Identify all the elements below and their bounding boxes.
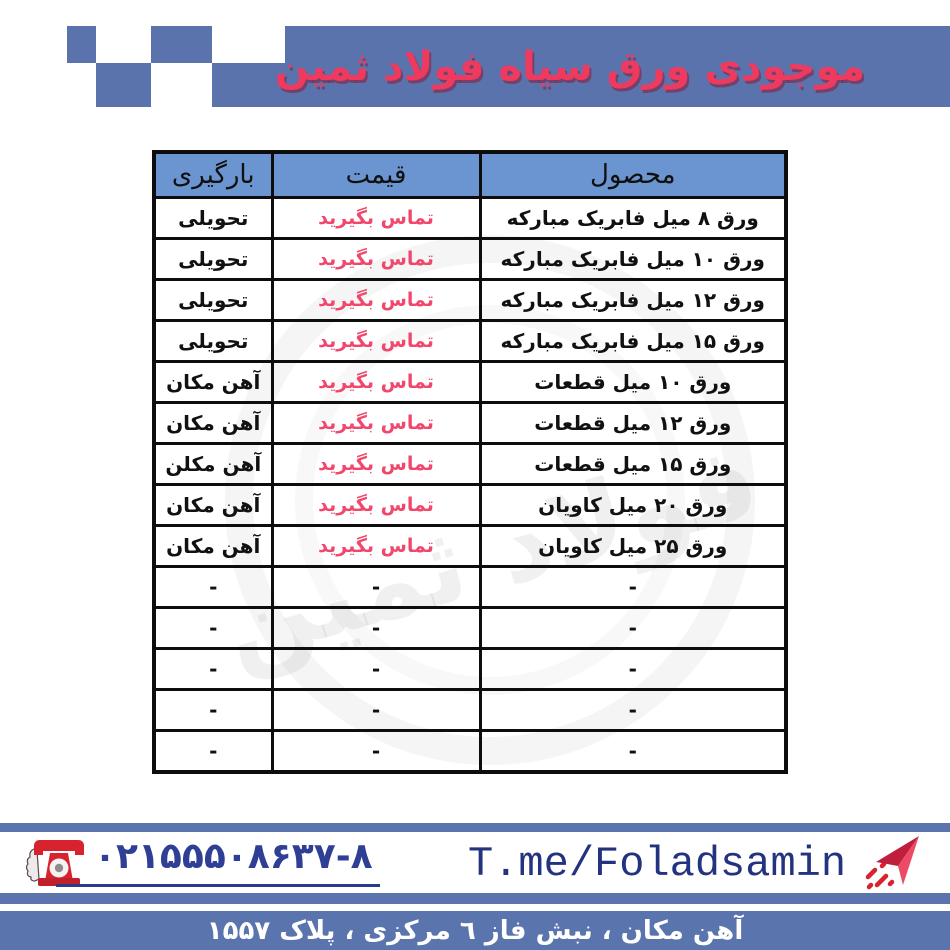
column-header-price: قیمت xyxy=(270,150,482,199)
table-row: --- xyxy=(152,565,788,609)
table-row: ورق ۱۰ میل فابریک مبارکه تماس بگیرید تحویل… xyxy=(152,237,788,281)
cell-loading: - xyxy=(152,606,274,650)
checker-square xyxy=(96,63,151,107)
cell-loading: آهن مکان xyxy=(152,483,274,527)
cell-loading: - xyxy=(152,565,274,609)
address-text: آهن مکان ، نبش فاز ٦ مرکزی ، پلاک ۱۵۵۷ xyxy=(206,915,744,946)
cell-price: - xyxy=(270,565,482,609)
banner-band: موجودی ورق سیاه فولاد ثمین xyxy=(275,26,950,107)
cell-loading: آهن مکان xyxy=(152,524,274,568)
cell-product: ورق ۲۵ میل کاویان xyxy=(478,524,788,568)
cell-price: تماس بگیرید xyxy=(270,319,482,363)
cell-loading: تحویلی xyxy=(152,237,274,281)
table-row: ورق ۸ میل فابریک مبارکه تماس بگیرید تحویلی xyxy=(152,196,788,240)
cell-price: - xyxy=(270,647,482,691)
table-row: ورق ۲۰ میل کاویان تماس بگیرید آهن مکان xyxy=(152,483,788,527)
table-row: ورق ۱۵ میل فابریک مبارکه تماس بگیرید تحویل… xyxy=(152,319,788,363)
table-row: ورق ۱۲ میل قطعات تماس بگیرید آهن مکان xyxy=(152,401,788,445)
column-header-loading: بارگیری xyxy=(152,150,274,199)
cell-product: ورق ۱۰ میل قطعات xyxy=(478,360,788,404)
table-row: ورق ۱۰ میل قطعات تماس بگیرید آهن مکان xyxy=(152,360,788,404)
divider-stripe-top xyxy=(0,823,950,832)
divider-stripe-bottom xyxy=(0,893,950,904)
cell-product: ورق ۸ میل فابریک مبارکه xyxy=(478,196,788,240)
cell-product: ورق ۲۰ میل کاویان xyxy=(478,483,788,527)
cell-product: ورق ۱۲ میل فابریک مبارکه xyxy=(478,278,788,322)
cell-loading: تحویلی xyxy=(152,278,274,322)
cell-price: تماس بگیرید xyxy=(270,524,482,568)
table-row: ورق ۲۵ میل کاویان تماس بگیرید آهن مکان xyxy=(152,524,788,568)
cell-price: - xyxy=(270,729,482,774)
cell-price: تماس بگیرید xyxy=(270,442,482,486)
table-row: ورق ۱۲ میل فابریک مبارکه تماس بگیرید تحویل… xyxy=(152,278,788,322)
cell-loading: - xyxy=(152,647,274,691)
contact-bar: ۰۲۱۵۵۵۰۸۶۳۷-۸ T.me/Foladsamin xyxy=(0,832,950,893)
checker-square xyxy=(212,63,287,107)
table-row: ورق ۱۵ میل قطعات تماس بگیرید آهن مکلن xyxy=(152,442,788,486)
cell-product: - xyxy=(478,688,788,732)
cell-loading: آهن مکان xyxy=(152,401,274,445)
paper-plane-icon xyxy=(865,836,919,890)
inventory-table: محصول قیمت بارگیری ورق ۸ میل فابریک مبار… xyxy=(152,150,788,774)
cell-product: ورق ۱۲ میل قطعات xyxy=(478,401,788,445)
cell-price: - xyxy=(270,606,482,650)
cell-price: تماس بگیرید xyxy=(270,483,482,527)
cell-loading: آهن مکلن xyxy=(152,442,274,486)
table-row: --- xyxy=(152,688,788,732)
table-body: ورق ۸ میل فابریک مبارکه تماس بگیرید تحویلی… xyxy=(152,196,788,774)
telegram-link[interactable]: T.me/Foladsamin xyxy=(468,840,847,888)
cell-price: - xyxy=(270,688,482,732)
checker-square xyxy=(67,26,96,63)
cell-price: تماس بگیرید xyxy=(270,237,482,281)
column-header-product: محصول xyxy=(478,150,788,199)
cell-product: - xyxy=(478,729,788,774)
cell-price: تماس بگیرید xyxy=(270,360,482,404)
phone-icon xyxy=(25,840,84,886)
page-title: موجودی ورق سیاه فولاد ثمین xyxy=(274,43,866,90)
cell-product: - xyxy=(478,565,788,609)
cell-loading: آهن مکان xyxy=(152,360,274,404)
cell-price: تماس بگیرید xyxy=(270,196,482,240)
table-row: --- xyxy=(152,647,788,691)
checker-square xyxy=(151,26,212,63)
cell-product: ورق ۱۵ میل فابریک مبارکه xyxy=(478,319,788,363)
cell-product: ورق ۱۰ میل فابریک مبارکه xyxy=(478,237,788,281)
cell-loading: تحویلی xyxy=(152,319,274,363)
phone-number: ۰۲۱۵۵۵۰۸۶۳۷-۸ xyxy=(94,836,373,877)
cell-product: ورق ۱۵ میل قطعات xyxy=(478,442,788,486)
table-row: --- xyxy=(152,729,788,774)
phone-underline xyxy=(56,884,380,887)
cell-loading: - xyxy=(152,688,274,732)
cell-price: تماس بگیرید xyxy=(270,401,482,445)
cell-product: - xyxy=(478,606,788,650)
table-row: --- xyxy=(152,606,788,650)
address-bar: آهن مکان ، نبش فاز ٦ مرکزی ، پلاک ۱۵۵۷ xyxy=(0,911,950,950)
cell-loading: تحویلی xyxy=(152,196,274,240)
table-header-row: محصول قیمت بارگیری xyxy=(152,150,788,199)
cell-loading: - xyxy=(152,729,274,774)
cell-price: تماس بگیرید xyxy=(270,278,482,322)
cell-product: - xyxy=(478,647,788,691)
